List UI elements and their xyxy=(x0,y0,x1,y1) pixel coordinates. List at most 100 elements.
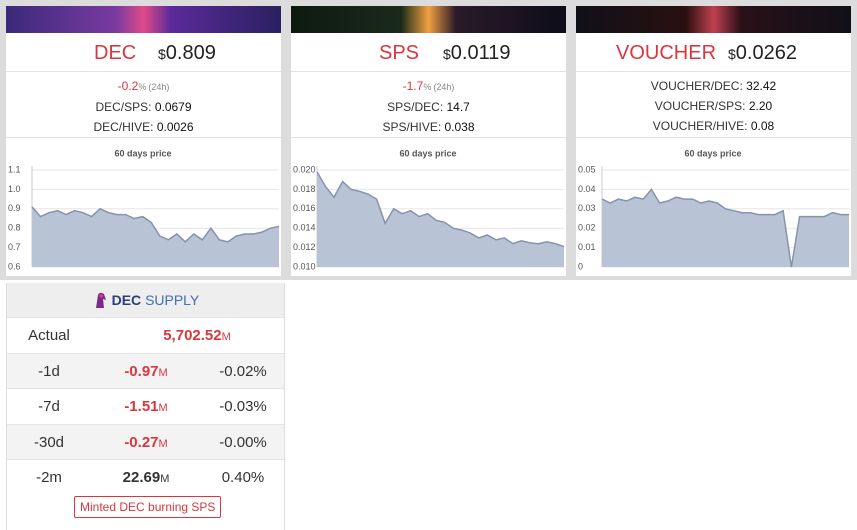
y-tick-label: 0 xyxy=(578,261,583,271)
chart-title: 60 days price xyxy=(114,148,171,158)
change-period: (24h) xyxy=(433,82,455,92)
y-tick-label: 0.010 xyxy=(293,261,316,271)
row-value: -1.51M xyxy=(91,398,201,415)
price: $0.0262 xyxy=(728,42,797,65)
row-percent: 0.40% xyxy=(221,469,265,486)
chart-svg: 60 days price 0.010 0.012 0.014 0.016 0.018 0.… xyxy=(293,148,565,271)
banner xyxy=(291,6,566,33)
change-unit: % xyxy=(423,82,432,92)
price-row: SPS $0.0119 xyxy=(291,33,566,72)
token-name: DEC xyxy=(94,42,137,64)
pair-label: VOUCHER/SPS: xyxy=(654,99,746,113)
pair: DEC/SPS: 0.0679 xyxy=(6,97,281,117)
unit: M xyxy=(160,473,170,485)
price-row: VOUCHER $0.0262 xyxy=(576,33,851,72)
change-period: (24h) xyxy=(148,82,170,92)
row-percent: -0.00% xyxy=(219,433,267,451)
price-symbol: $ xyxy=(728,46,736,62)
line xyxy=(31,206,280,243)
price: $0.809 xyxy=(158,42,216,65)
price-symbol: $ xyxy=(158,46,166,62)
supply-row: Actual 5,702.52M xyxy=(7,317,284,353)
row-value: 5,702.52M xyxy=(127,327,267,344)
area xyxy=(602,189,849,267)
price-value: 0.0262 xyxy=(735,42,797,64)
change-value: -1.7 xyxy=(402,79,424,93)
row-label: Actual xyxy=(28,327,70,344)
stats: VOUCHER/DEC: 32.42 VOUCHER/SPS: 2.20 VOUCH… xyxy=(576,76,851,136)
row-percent: -0.03% xyxy=(219,398,267,415)
token-card: VOUCHER $0.0262 VOUCHER/DEC: 32.42 VOUCHER/… xyxy=(576,6,851,276)
supply-panel: DEC SUPPLY Actual 5,702.52M -1d -0.97M -0.02… xyxy=(6,283,285,530)
icon xyxy=(95,292,106,308)
pair-value: 2.20 xyxy=(748,99,773,113)
stats: -1.7% (24h) SPS/DEC: 14.7 SPS/HIVE: 0.038 xyxy=(291,76,566,137)
chart: 60 days price 0 0.01 0.02 0.03 0.04 0.05 xyxy=(576,137,851,281)
change: -1.7% (24h) xyxy=(291,76,566,97)
unit: M xyxy=(158,437,168,450)
pair-value: 0.08 xyxy=(750,119,775,133)
value: -0.27 xyxy=(124,433,159,451)
row-label: -2m xyxy=(36,469,62,486)
chart-title: 60 days price xyxy=(399,148,456,158)
row-label: -7d xyxy=(38,398,60,415)
y-tick-label: 0.9 xyxy=(8,203,21,213)
change-unit: % xyxy=(138,82,147,92)
pair-label: VOUCHER/HIVE: xyxy=(652,119,748,133)
pair-value: 32.42 xyxy=(746,79,777,93)
pair: SPS/HIVE: 0.038 xyxy=(291,117,566,137)
line xyxy=(316,171,565,248)
y-tick-label: 0.014 xyxy=(293,223,316,233)
price-value: 0.809 xyxy=(165,42,216,64)
line xyxy=(601,188,849,268)
price-value: 0.0119 xyxy=(450,42,511,64)
y-tick-label: 1.1 xyxy=(8,164,21,174)
price: $0.0119 xyxy=(443,42,510,65)
unit: M xyxy=(221,331,231,343)
button[interactable]: Minted DEC burning SPS xyxy=(74,496,222,518)
token-name: VOUCHER xyxy=(616,42,717,64)
y-tick-label: 1.0 xyxy=(8,184,21,194)
row-value: -0.97M xyxy=(91,363,201,380)
banner xyxy=(576,6,851,33)
unit: M xyxy=(158,402,168,414)
supply-row: -30d -0.27M -0.00% xyxy=(7,423,284,459)
pair: VOUCHER/DEC: 32.42 xyxy=(576,76,851,96)
token-card: DEC $0.809 -0.2% (24h) DEC/SPS: 0.0679 DEC/HI… xyxy=(6,6,281,276)
y-tick-label: 0.018 xyxy=(293,184,316,194)
chart-svg: 60 days price 0.6 0.7 0.8 0.9 1.0 1.1 xyxy=(8,148,280,271)
area xyxy=(32,206,279,267)
supply-rows: Actual 5,702.52M -1d -0.97M -0.02% -7d -1.51M -… xyxy=(7,317,284,495)
pair-value: 0.0026 xyxy=(156,120,194,134)
pair: DEC/HIVE: 0.0026 xyxy=(6,117,281,137)
y-tick-label: 0.6 xyxy=(8,261,21,271)
row-label: -30d xyxy=(33,433,65,451)
y-tick-label: 0.04 xyxy=(578,184,596,194)
chart-svg: 60 days price 0 0.01 0.02 0.03 0.04 0.05 xyxy=(578,148,849,271)
value: -0.97 xyxy=(124,362,159,380)
pair-value: 0.0679 xyxy=(154,100,192,114)
area xyxy=(317,171,564,267)
pair-label: SPS/DEC: xyxy=(387,100,444,114)
banner xyxy=(6,6,281,33)
pair-label: DEC/HIVE: xyxy=(93,120,154,134)
stats: -0.2% (24h) DEC/SPS: 0.0679 DEC/HIVE: 0.002… xyxy=(6,76,281,137)
pair: VOUCHER/SPS: 2.20 xyxy=(576,96,851,116)
y-tick-label: 0.05 xyxy=(578,164,596,174)
supply-row: -2m 22.69M 0.40% xyxy=(7,459,284,495)
row-value: 22.69M xyxy=(91,469,201,486)
pair-label: SPS/HIVE: xyxy=(382,120,442,134)
supply-header: DEC SUPPLY xyxy=(7,283,284,317)
pair: VOUCHER/HIVE: 0.08 xyxy=(576,116,851,136)
value: -1.51 xyxy=(124,398,159,415)
row-label: -1d xyxy=(38,362,60,380)
y-tick-label: 0.7 xyxy=(8,242,21,252)
y-tick-label: 0.01 xyxy=(578,242,596,252)
pair-value: 14.7 xyxy=(446,100,470,114)
y-tick-label: 0.03 xyxy=(578,203,596,213)
pair-value: 0.038 xyxy=(444,120,475,134)
y-tick-label: 0.020 xyxy=(293,164,316,174)
y-tick-label: 0.02 xyxy=(578,223,596,233)
supply-token: DEC xyxy=(111,292,142,308)
